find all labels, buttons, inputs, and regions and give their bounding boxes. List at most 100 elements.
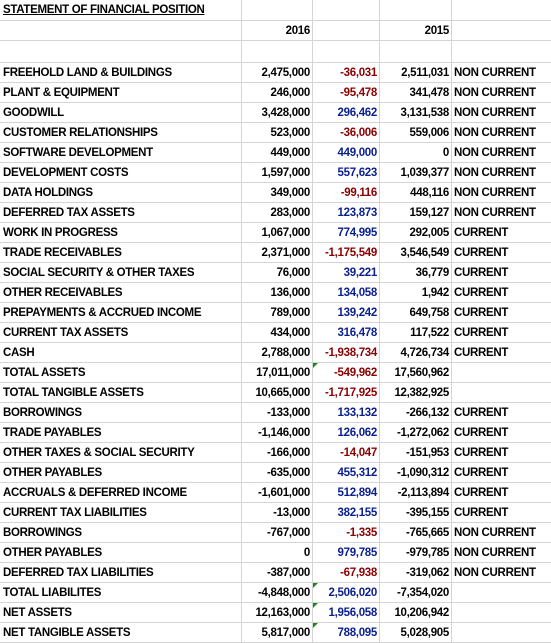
value-2016-cell[interactable]: -166,000 <box>242 443 313 463</box>
year-current-cell[interactable]: 2016 <box>242 21 313 41</box>
row-label-cell[interactable]: TOTAL ASSETS <box>0 363 242 383</box>
value-2015-cell[interactable]: 117,522 <box>380 323 452 343</box>
row-label-cell[interactable]: DEVELOPMENT COSTS <box>0 163 242 183</box>
year-prior-cell[interactable]: 2015 <box>380 21 452 41</box>
value-2016-cell[interactable]: 1,597,000 <box>242 163 313 183</box>
classification-cell[interactable]: NON CURRENT <box>452 123 551 143</box>
value-2015-cell[interactable]: -319,062 <box>380 563 452 583</box>
change-cell[interactable]: 557,623 <box>313 163 380 183</box>
value-2015-cell[interactable]: 559,006 <box>380 123 452 143</box>
value-2015-cell[interactable]: 36,779 <box>380 263 452 283</box>
value-2015-cell[interactable]: 341,478 <box>380 83 452 103</box>
row-label-cell[interactable]: SOCIAL SECURITY & OTHER TAXES <box>0 263 242 283</box>
classification-cell[interactable]: NON CURRENT <box>452 163 551 183</box>
value-2016-cell[interactable]: 789,000 <box>242 303 313 323</box>
classification-cell[interactable]: NON CURRENT <box>452 543 551 563</box>
row-label-cell[interactable]: CUSTOMER RELATIONSHIPS <box>0 123 242 143</box>
change-cell[interactable]: -1,717,925 <box>313 383 380 403</box>
classification-cell[interactable]: CURRENT <box>452 343 551 363</box>
change-cell[interactable]: -14,047 <box>313 443 380 463</box>
empty-cell[interactable] <box>0 41 242 63</box>
row-label-cell[interactable]: ACCRUALS & DEFERRED INCOME <box>0 483 242 503</box>
change-cell[interactable]: 39,221 <box>313 263 380 283</box>
change-cell[interactable]: 512,894 <box>313 483 380 503</box>
classification-cell[interactable]: CURRENT <box>452 243 551 263</box>
value-2015-cell[interactable]: 12,382,925 <box>380 383 452 403</box>
value-2016-cell[interactable]: -13,000 <box>242 503 313 523</box>
change-cell[interactable]: -95,478 <box>313 83 380 103</box>
value-2016-cell[interactable]: -767,000 <box>242 523 313 543</box>
classification-cell[interactable]: NON CURRENT <box>452 63 551 83</box>
row-label-cell[interactable]: CASH <box>0 343 242 363</box>
value-2015-cell[interactable]: -7,354,020 <box>380 583 452 603</box>
value-2016-cell[interactable]: 349,000 <box>242 183 313 203</box>
change-cell[interactable]: 139,242 <box>313 303 380 323</box>
classification-cell[interactable]: CURRENT <box>452 483 551 503</box>
classification-cell[interactable]: NON CURRENT <box>452 103 551 123</box>
empty-cell[interactable] <box>0 21 242 41</box>
classification-cell[interactable]: NON CURRENT <box>452 143 551 163</box>
classification-cell[interactable]: CURRENT <box>452 403 551 423</box>
value-2015-cell[interactable]: 5,028,905 <box>380 623 452 643</box>
empty-cell[interactable] <box>452 21 551 41</box>
value-2015-cell[interactable]: -979,785 <box>380 543 452 563</box>
classification-cell[interactable]: NON CURRENT <box>452 523 551 543</box>
row-label-cell[interactable]: BORROWINGS <box>0 403 242 423</box>
value-2016-cell[interactable]: 136,000 <box>242 283 313 303</box>
row-label-cell[interactable]: CURRENT TAX ASSETS <box>0 323 242 343</box>
value-2016-cell[interactable]: 283,000 <box>242 203 313 223</box>
change-cell[interactable]: 2,506,020 <box>313 583 380 603</box>
value-2016-cell[interactable]: 12,163,000 <box>242 603 313 623</box>
value-2016-cell[interactable]: 5,817,000 <box>242 623 313 643</box>
value-2015-cell[interactable]: 17,560,962 <box>380 363 452 383</box>
empty-cell[interactable] <box>452 0 551 21</box>
value-2016-cell[interactable]: 10,665,000 <box>242 383 313 403</box>
value-2016-cell[interactable]: 246,000 <box>242 83 313 103</box>
classification-cell[interactable]: CURRENT <box>452 283 551 303</box>
row-label-cell[interactable]: PREPAYMENTS & ACCRUED INCOME <box>0 303 242 323</box>
empty-cell[interactable] <box>242 41 313 63</box>
classification-cell[interactable]: CURRENT <box>452 503 551 523</box>
classification-cell[interactable] <box>452 623 551 643</box>
row-label-cell[interactable]: CURRENT TAX LIABILITIES <box>0 503 242 523</box>
change-cell[interactable]: 296,462 <box>313 103 380 123</box>
value-2015-cell[interactable]: -1,090,312 <box>380 463 452 483</box>
value-2016-cell[interactable]: -1,146,000 <box>242 423 313 443</box>
value-2015-cell[interactable]: 1,039,377 <box>380 163 452 183</box>
change-cell[interactable]: 1,956,058 <box>313 603 380 623</box>
value-2016-cell[interactable]: 434,000 <box>242 323 313 343</box>
row-label-cell[interactable]: OTHER TAXES & SOCIAL SECURITY <box>0 443 242 463</box>
empty-cell[interactable] <box>380 41 452 63</box>
change-cell[interactable]: -36,031 <box>313 63 380 83</box>
classification-cell[interactable] <box>452 363 551 383</box>
classification-cell[interactable]: NON CURRENT <box>452 203 551 223</box>
empty-cell[interactable] <box>452 41 551 63</box>
change-cell[interactable]: -99,116 <box>313 183 380 203</box>
change-cell[interactable]: -1,335 <box>313 523 380 543</box>
value-2016-cell[interactable]: 2,788,000 <box>242 343 313 363</box>
empty-cell[interactable] <box>313 21 380 41</box>
value-2015-cell[interactable]: 448,116 <box>380 183 452 203</box>
row-label-cell[interactable]: OTHER PAYABLES <box>0 543 242 563</box>
change-cell[interactable]: 126,062 <box>313 423 380 443</box>
classification-cell[interactable] <box>452 383 551 403</box>
classification-cell[interactable]: CURRENT <box>452 263 551 283</box>
value-2016-cell[interactable]: 2,475,000 <box>242 63 313 83</box>
row-label-cell[interactable]: FREEHOLD LAND & BUILDINGS <box>0 63 242 83</box>
change-cell[interactable]: -36,006 <box>313 123 380 143</box>
value-2015-cell[interactable]: 10,206,942 <box>380 603 452 623</box>
row-label-cell[interactable]: BORROWINGS <box>0 523 242 543</box>
change-cell[interactable]: 133,132 <box>313 403 380 423</box>
value-2015-cell[interactable]: 292,005 <box>380 223 452 243</box>
row-label-cell[interactable]: DEFERRED TAX ASSETS <box>0 203 242 223</box>
value-2015-cell[interactable]: 2,511,031 <box>380 63 452 83</box>
classification-cell[interactable]: NON CURRENT <box>452 83 551 103</box>
value-2016-cell[interactable]: -635,000 <box>242 463 313 483</box>
row-label-cell[interactable]: OTHER PAYABLES <box>0 463 242 483</box>
change-cell[interactable]: -1,938,734 <box>313 343 380 363</box>
change-cell[interactable]: 382,155 <box>313 503 380 523</box>
value-2016-cell[interactable]: 17,011,000 <box>242 363 313 383</box>
row-label-cell[interactable]: NET ASSETS <box>0 603 242 623</box>
value-2016-cell[interactable]: -1,601,000 <box>242 483 313 503</box>
value-2016-cell[interactable]: -133,000 <box>242 403 313 423</box>
